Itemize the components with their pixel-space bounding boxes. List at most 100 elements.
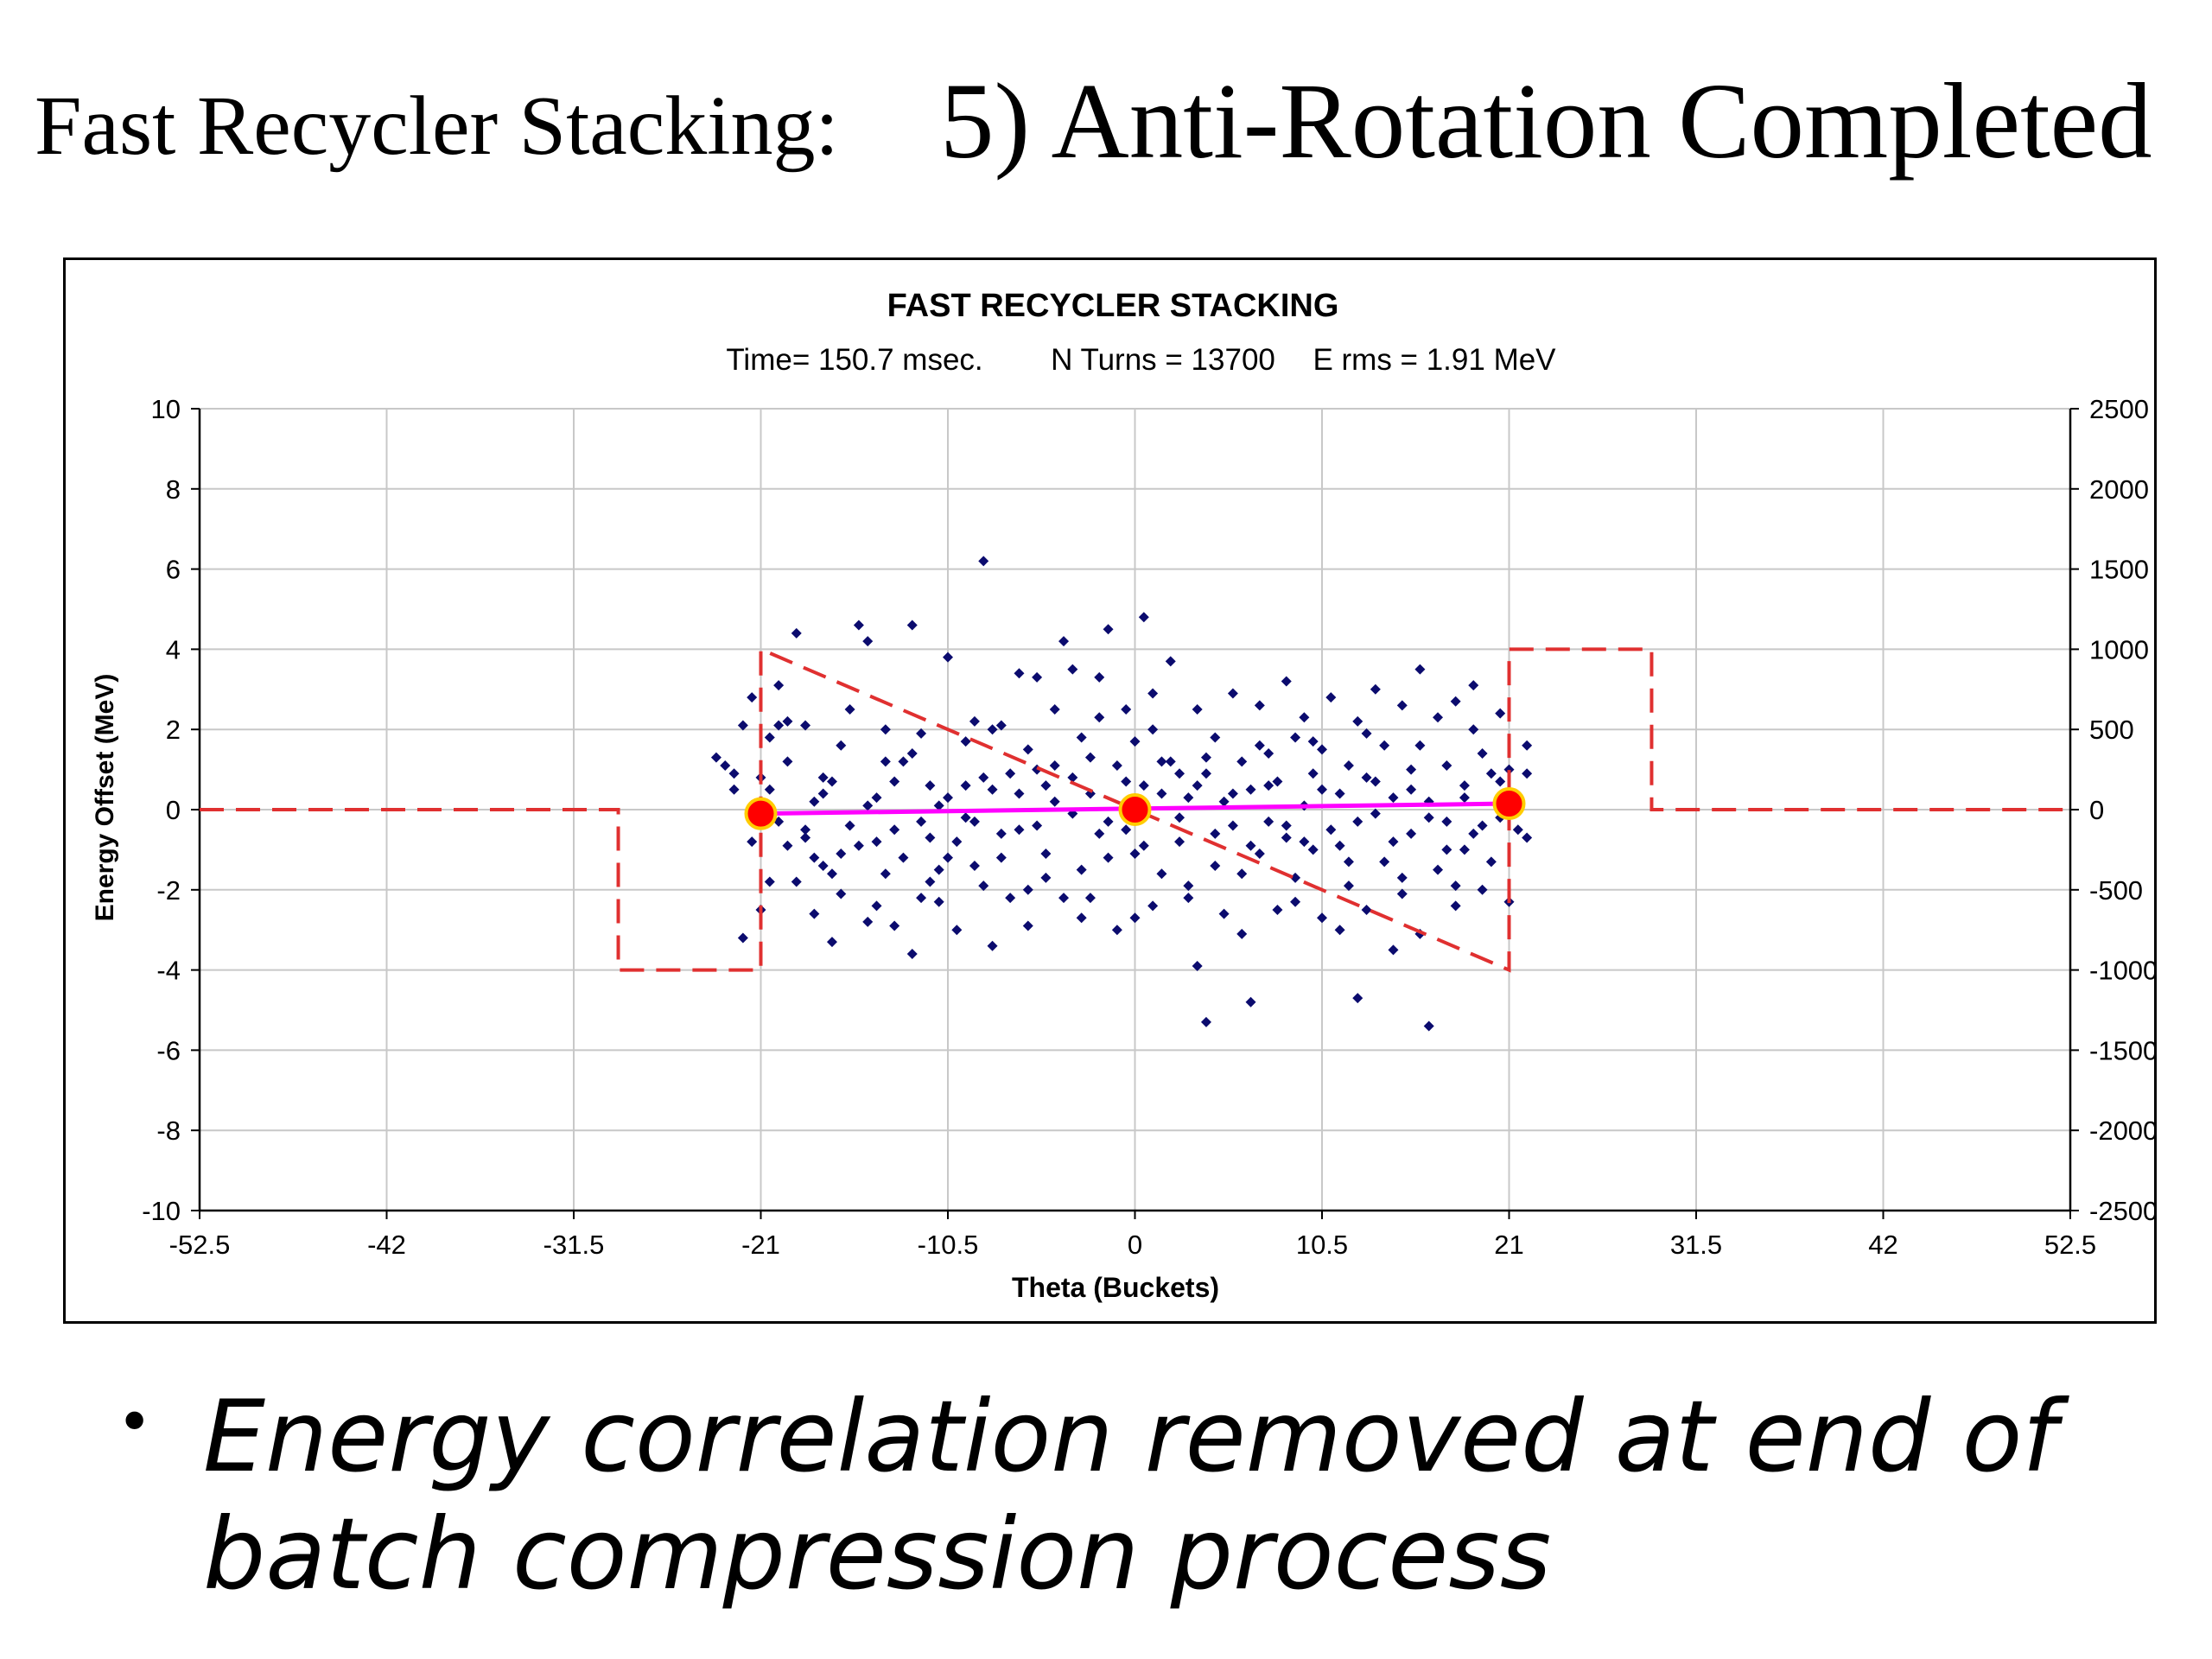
scatter-point bbox=[951, 925, 963, 936]
x-tick-label: 10.5 bbox=[1296, 1230, 1348, 1260]
scatter-point bbox=[1307, 736, 1319, 747]
scatter-point bbox=[853, 840, 864, 851]
scatter-point bbox=[1049, 796, 1060, 807]
scatter-point bbox=[710, 752, 721, 763]
scatter-point bbox=[1138, 840, 1149, 851]
scatter-point bbox=[1005, 768, 1016, 779]
scatter-point bbox=[978, 556, 989, 567]
y-tick-label: -4 bbox=[156, 956, 181, 986]
y2-tick-label: 2500 bbox=[2089, 394, 2149, 424]
scatter-point bbox=[1361, 905, 1372, 915]
scatter-point bbox=[809, 852, 820, 863]
scatter-point bbox=[1218, 796, 1230, 807]
scatter-point bbox=[1200, 1016, 1211, 1027]
scatter-point bbox=[1396, 888, 1408, 899]
scatter-point bbox=[1388, 836, 1399, 848]
scatter-point bbox=[1245, 996, 1256, 1007]
scatter-point bbox=[1147, 688, 1159, 699]
axes: -52.5 -42 -31.5 -21 -10.5 0 10.5 21 31.5 42 52.510… bbox=[142, 394, 2154, 1260]
scatter-point bbox=[1236, 928, 1248, 939]
scatter-point bbox=[836, 888, 847, 899]
scatter-point bbox=[1192, 780, 1203, 791]
scatter-point bbox=[1147, 724, 1159, 735]
scatter-point bbox=[987, 784, 998, 795]
scatter-point bbox=[782, 756, 793, 767]
scatter-point bbox=[1014, 668, 1025, 679]
scatter-point bbox=[1522, 740, 1533, 751]
scatter-point bbox=[1459, 780, 1470, 791]
scatter-point bbox=[943, 652, 953, 663]
scatter-point bbox=[925, 832, 936, 843]
slide-title-prefix: Fast Recycler Stacking: bbox=[35, 79, 839, 173]
scatter-point bbox=[862, 916, 874, 927]
scatter-point bbox=[1281, 832, 1292, 843]
scatter-point bbox=[782, 840, 793, 851]
scatter-point bbox=[1156, 756, 1167, 767]
scatter-point bbox=[1396, 872, 1408, 883]
scatter-point bbox=[960, 736, 971, 747]
y-tick-label: 6 bbox=[166, 555, 181, 585]
scatter-point bbox=[1049, 760, 1060, 771]
scatter-point bbox=[1334, 925, 1345, 936]
scatter-point bbox=[889, 824, 900, 836]
scatter-point bbox=[960, 780, 971, 791]
scatter-point bbox=[871, 900, 882, 912]
scatter-point bbox=[1227, 820, 1238, 831]
scatter-point bbox=[906, 748, 918, 760]
scatter-point bbox=[1049, 704, 1060, 715]
y2-tick-label: -2000 bbox=[2089, 1116, 2154, 1146]
scatter-point bbox=[1495, 776, 1506, 787]
x-tick-label: 21 bbox=[1494, 1230, 1523, 1260]
scatter-point bbox=[943, 792, 953, 804]
scatter-point bbox=[1263, 780, 1274, 791]
scatter-points bbox=[710, 556, 1533, 1032]
x-tick-label: 42 bbox=[1868, 1230, 1897, 1260]
scatter-point bbox=[943, 852, 953, 863]
scatter-point bbox=[1103, 852, 1114, 863]
scatter-point bbox=[1468, 680, 1479, 691]
scatter-point bbox=[1174, 836, 1185, 848]
scatter-point bbox=[1138, 612, 1149, 623]
scatter-point bbox=[1325, 692, 1337, 703]
scatter-point bbox=[1111, 925, 1122, 936]
scatter-point bbox=[1352, 816, 1363, 827]
y-tick-label: -8 bbox=[156, 1116, 181, 1146]
scatter-point bbox=[1183, 893, 1194, 904]
scatter-point bbox=[1210, 860, 1221, 871]
y-axis-label: Energy Offset (MeV) bbox=[91, 674, 119, 922]
scatter-point bbox=[978, 772, 989, 783]
scatter-point bbox=[1414, 664, 1426, 675]
scatter-point bbox=[995, 852, 1007, 863]
y2-tick-label: -500 bbox=[2089, 875, 2143, 906]
scatter-point bbox=[1138, 780, 1149, 791]
scatter-point bbox=[995, 828, 1007, 839]
scatter-point bbox=[1174, 768, 1185, 779]
scatter-point bbox=[1040, 780, 1052, 791]
scatter-point bbox=[1032, 820, 1043, 831]
scatter-point bbox=[969, 816, 980, 827]
scatter-point bbox=[1450, 880, 1461, 892]
scatter-point bbox=[1192, 960, 1203, 971]
dashed-reference-line bbox=[200, 646, 2070, 973]
x-tick-label: -31.5 bbox=[543, 1230, 605, 1260]
scatter-point bbox=[1227, 688, 1238, 699]
scatter-point bbox=[1156, 868, 1167, 880]
scatter-point bbox=[1254, 700, 1265, 711]
scatter-point bbox=[916, 728, 927, 739]
scatter-point bbox=[1272, 905, 1283, 915]
scatter-point bbox=[1433, 864, 1444, 875]
scatter-point bbox=[1005, 893, 1016, 904]
chart-subtitle-erms: E rms = 1.91 MeV bbox=[1313, 343, 1556, 377]
scatter-point bbox=[880, 756, 891, 767]
scatter-point bbox=[987, 940, 998, 951]
chart-subtitle-turns: N Turns = 13700 bbox=[1051, 343, 1275, 377]
scatter-point bbox=[800, 824, 811, 836]
scatter-point bbox=[1352, 993, 1363, 1004]
scatter-point bbox=[1121, 776, 1132, 787]
scatter-point bbox=[826, 937, 837, 948]
scatter-point bbox=[1423, 812, 1434, 823]
scatter-point bbox=[978, 880, 989, 892]
scatter-point bbox=[1522, 832, 1533, 843]
y-tick-label: -2 bbox=[156, 875, 181, 906]
scatter-point bbox=[1254, 849, 1265, 860]
